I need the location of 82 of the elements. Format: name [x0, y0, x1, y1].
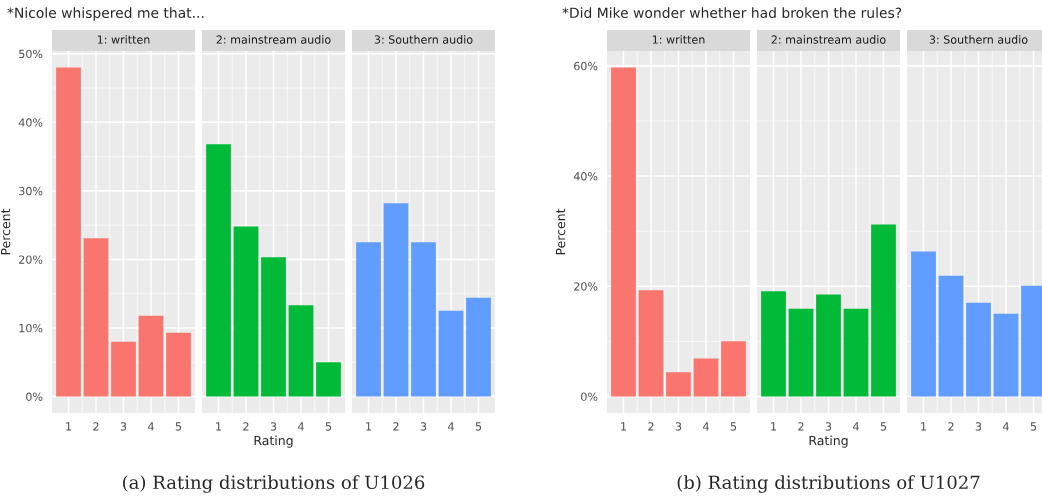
x-tick-label: 3	[825, 422, 832, 431]
bar	[438, 310, 464, 397]
y-tick-label: 50%	[19, 49, 43, 59]
bar	[288, 305, 314, 397]
bar	[816, 294, 841, 397]
x-axis-title: Rating	[809, 435, 848, 448]
x-tick-label: 2	[93, 422, 99, 431]
y-tick-label: 10%	[19, 323, 43, 333]
bar	[938, 275, 964, 397]
x-tick-label: 4	[703, 422, 709, 431]
y-tick-label: 0%	[26, 392, 43, 401]
x-tick-label: 3	[120, 422, 127, 431]
bar	[111, 341, 136, 397]
x-tick-label: 1	[66, 422, 72, 431]
x-tick-label: 4	[853, 422, 859, 431]
bar	[261, 257, 286, 397]
bar	[138, 315, 164, 397]
x-tick-label: 3	[675, 422, 682, 431]
chart-title: 1: written	[97, 35, 150, 44]
bar	[666, 372, 691, 397]
y-axis-title: Percent	[556, 208, 566, 255]
bar	[911, 251, 936, 397]
bar	[871, 224, 896, 397]
chart-title: 3: Southern audio	[929, 35, 1028, 44]
y-tick-label: 20%	[574, 282, 598, 291]
x-tick-label: 1	[621, 422, 627, 431]
x-tick-label: 4	[298, 422, 304, 431]
chart-title: 2: mainstream audio	[216, 35, 331, 44]
x-tick-label: 1	[921, 422, 927, 431]
x-tick-label: 3	[420, 422, 427, 431]
x-tick-label: 5	[175, 422, 182, 431]
bar	[56, 67, 81, 397]
bar	[316, 362, 341, 397]
bar	[761, 291, 786, 397]
x-tick-label: 2	[648, 422, 654, 431]
bar	[693, 358, 719, 397]
chart-title: 2: mainstream audio	[771, 35, 886, 44]
x-tick-label: 4	[448, 422, 454, 431]
bar	[966, 302, 991, 397]
x-tick-label: 2	[798, 422, 804, 431]
x-tick-label: 5	[475, 422, 482, 431]
chart-subtitle: *Nicole whispered me that...	[7, 7, 204, 21]
y-tick-label: 20%	[19, 255, 43, 264]
bar	[611, 67, 636, 397]
bar	[638, 290, 664, 397]
x-tick-label: 2	[393, 422, 399, 431]
x-tick-label: 2	[948, 422, 954, 431]
x-tick-label: 3	[975, 422, 982, 431]
x-tick-label: 5	[1030, 422, 1037, 431]
y-tick-label: 40%	[573, 172, 598, 181]
x-tick-label: 1	[771, 422, 777, 431]
y-axis-title: Percent	[1, 208, 11, 255]
chart-title: 1: written	[652, 35, 705, 44]
chart-subtitle: *Did Mike wonder whether had broken the rules?	[562, 7, 902, 19]
y-tick-label: 40%	[18, 118, 43, 127]
y-tick-label: 0%	[581, 392, 598, 401]
bar	[466, 297, 491, 397]
x-tick-label: 4	[1003, 422, 1009, 431]
x-tick-label: 2	[243, 422, 249, 431]
bar	[411, 242, 436, 397]
y-tick-label: 60%	[574, 61, 598, 71]
bar	[788, 308, 814, 397]
x-tick-label: 5	[325, 422, 332, 431]
text: (b) Rating distributions of U1027	[677, 475, 980, 493]
chart-title: 3: Southern audio	[374, 35, 473, 44]
x-tick-label: 1	[216, 422, 222, 431]
bar	[383, 203, 409, 397]
x-axis-title: Rating	[254, 435, 293, 448]
x-tick-label: 4	[148, 422, 154, 431]
bar	[166, 332, 191, 397]
bar	[721, 341, 746, 397]
x-tick-label: 5	[730, 422, 737, 431]
bar	[83, 238, 109, 397]
bar	[206, 144, 231, 397]
y-tick-label: 30%	[19, 186, 43, 196]
bar	[843, 308, 869, 397]
x-tick-label: 1	[366, 422, 372, 431]
bar	[233, 226, 259, 397]
x-tick-label: 3	[270, 422, 277, 431]
text: (a) Rating distributions of U1026	[123, 475, 425, 493]
bar	[356, 242, 381, 397]
x-tick-label: 5	[880, 422, 887, 431]
